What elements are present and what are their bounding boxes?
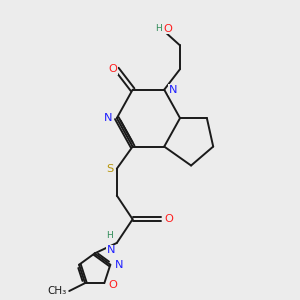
Text: O: O xyxy=(109,64,118,74)
Text: O: O xyxy=(108,280,117,290)
Text: H: H xyxy=(106,231,113,240)
Text: S: S xyxy=(106,164,113,174)
Text: O: O xyxy=(164,24,172,34)
Text: N: N xyxy=(107,245,115,256)
Text: H: H xyxy=(155,24,162,33)
Text: N: N xyxy=(103,113,112,123)
Text: CH₃: CH₃ xyxy=(47,286,67,296)
Text: O: O xyxy=(165,214,174,224)
Text: N: N xyxy=(115,260,124,270)
Text: N: N xyxy=(169,85,178,95)
